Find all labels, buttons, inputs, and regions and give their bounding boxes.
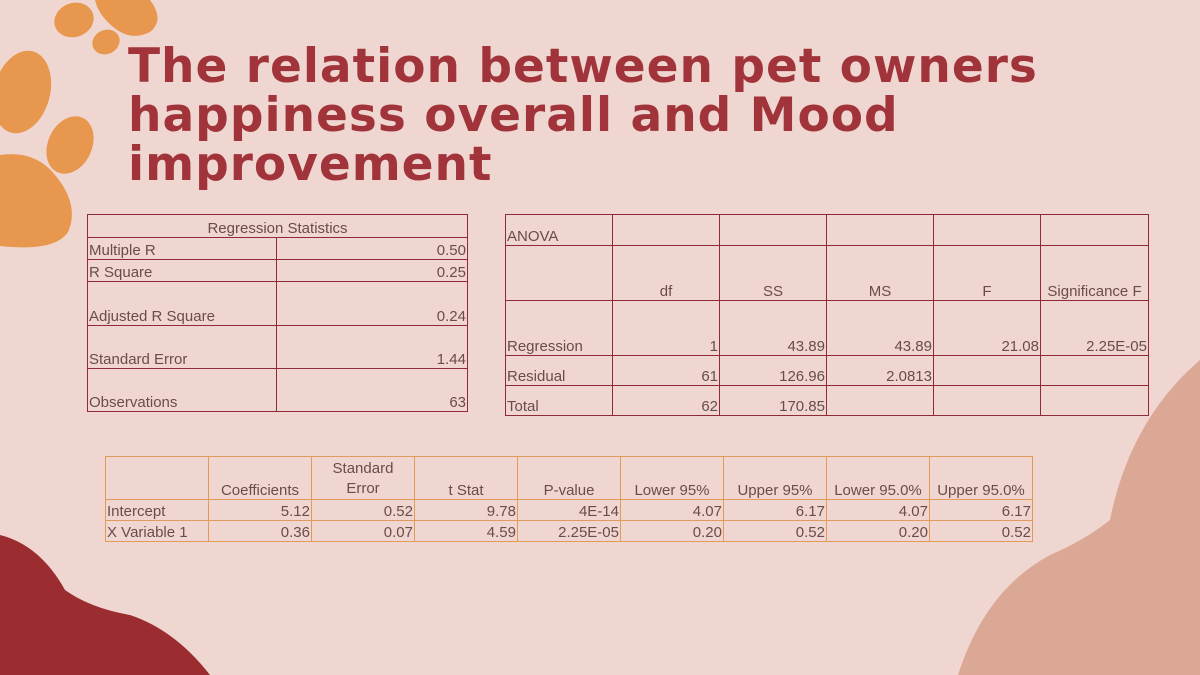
stat-label: Standard Error: [87, 325, 277, 369]
light-blob-shape: [958, 360, 1200, 675]
column-header: Lower 95.0%: [826, 456, 930, 500]
table-header-row: df SS MS F Significance F: [505, 245, 1149, 301]
row-label: Regression: [505, 300, 613, 356]
table-cell: 62: [612, 385, 720, 416]
table-row: Standard Error 1.44: [87, 325, 468, 369]
empty-cell: [719, 214, 827, 246]
table-cell: 0.20: [826, 520, 930, 542]
stat-value: 0.50: [276, 237, 468, 260]
table-row: Regression 1 43.89 43.89 21.08 2.25E-05: [505, 300, 1149, 356]
column-header: t Stat: [414, 456, 518, 500]
empty-cell: [612, 214, 720, 246]
dark-blob-shape: [0, 535, 210, 675]
column-header: P-value: [517, 456, 621, 500]
stat-value: 63: [276, 368, 468, 412]
regression-statistics-header: Regression Statistics: [87, 214, 468, 238]
table-cell: 0.07: [311, 520, 415, 542]
table-row: Multiple R 0.50: [87, 237, 468, 260]
table-cell: 2.25E-05: [517, 520, 621, 542]
table-cell: 6.17: [723, 499, 827, 521]
table-cell: 170.85: [719, 385, 827, 416]
column-header: Upper 95%: [723, 456, 827, 500]
column-header: F: [933, 245, 1041, 301]
table-cell: [933, 385, 1041, 416]
table-cell: 0.20: [620, 520, 724, 542]
table-row: Observations 63: [87, 368, 468, 412]
row-label: Intercept: [105, 499, 209, 521]
table-cell: 0.36: [208, 520, 312, 542]
table-cell: 9.78: [414, 499, 518, 521]
anova-title: ANOVA: [505, 214, 613, 246]
column-header: Significance F: [1040, 245, 1149, 301]
table-cell: 4.59: [414, 520, 518, 542]
paw-print-icon: [0, 0, 158, 248]
stat-value: 0.24: [276, 281, 468, 326]
table-cell: 6.17: [929, 499, 1033, 521]
stat-label: R Square: [87, 259, 277, 282]
column-header: Coefficients: [208, 456, 312, 500]
row-label: Total: [505, 385, 613, 416]
table-cell: 4.07: [620, 499, 724, 521]
table-header-row: Coefficients Standard Error t Stat P-val…: [105, 456, 1033, 500]
table-row: R Square 0.25: [87, 259, 468, 282]
stat-value: 1.44: [276, 325, 468, 369]
table-cell: 126.96: [719, 355, 827, 386]
stat-value: 0.25: [276, 259, 468, 282]
column-header: Standard Error: [311, 456, 415, 500]
table-cell: 61: [612, 355, 720, 386]
table-cell: [1040, 385, 1149, 416]
row-label: X Variable 1: [105, 520, 209, 542]
table-cell: 0.52: [723, 520, 827, 542]
empty-cell: [1040, 214, 1149, 246]
table-cell: 2.0813: [826, 355, 934, 386]
table-cell: 2.25E-05: [1040, 300, 1149, 356]
page-title: The relation between pet owners happines…: [128, 39, 1038, 192]
table-cell: [1040, 355, 1149, 386]
table-cell: 0.52: [311, 499, 415, 521]
table-cell: 43.89: [719, 300, 827, 356]
empty-cell: [933, 214, 1041, 246]
table-cell: 21.08: [933, 300, 1041, 356]
table-cell: 4E-14: [517, 499, 621, 521]
coefficients-table: Coefficients Standard Error t Stat P-val…: [105, 456, 1033, 542]
table-row: Residual 61 126.96 2.0813: [505, 355, 1149, 386]
table-header-row: Regression Statistics: [87, 214, 468, 238]
stat-label: Adjusted R Square: [87, 281, 277, 326]
column-header: df: [612, 245, 720, 301]
stat-label: Multiple R: [87, 237, 277, 260]
column-header: [505, 245, 613, 301]
table-cell: [933, 355, 1041, 386]
table-cell: 43.89: [826, 300, 934, 356]
row-label: Residual: [505, 355, 613, 386]
column-header: MS: [826, 245, 934, 301]
empty-cell: [826, 214, 934, 246]
column-header: SS: [719, 245, 827, 301]
table-cell: 1: [612, 300, 720, 356]
regression-statistics-table: Regression Statistics Multiple R 0.50 R …: [87, 214, 468, 412]
table-cell: 0.52: [929, 520, 1033, 542]
table-row: Intercept 5.12 0.52 9.78 4E-14 4.07 6.17…: [105, 499, 1033, 521]
anova-table: ANOVA df SS MS F Significance F Regressi…: [505, 214, 1149, 416]
table-row: X Variable 1 0.36 0.07 4.59 2.25E-05 0.2…: [105, 520, 1033, 542]
stat-label: Observations: [87, 368, 277, 412]
column-header: [105, 456, 209, 500]
table-cell: 5.12: [208, 499, 312, 521]
column-header: Lower 95%: [620, 456, 724, 500]
table-row: ANOVA: [505, 214, 1149, 246]
table-cell: 4.07: [826, 499, 930, 521]
table-row: Total 62 170.85: [505, 385, 1149, 416]
table-cell: [826, 385, 934, 416]
column-header: Upper 95.0%: [929, 456, 1033, 500]
table-row: Adjusted R Square 0.24: [87, 281, 468, 326]
